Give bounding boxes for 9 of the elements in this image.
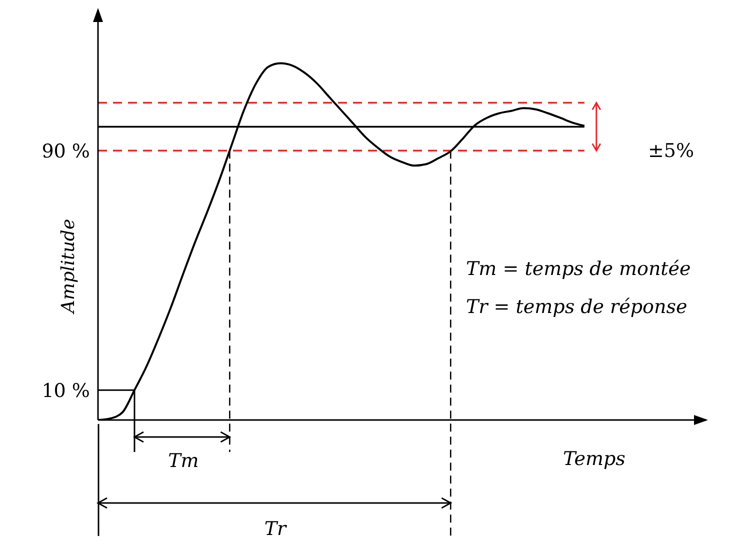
annotation: Tm = temps de montée: [466, 258, 691, 280]
y-tick-label: 10 %: [42, 380, 90, 402]
text: Tr: [264, 518, 286, 540]
y-axis-title: Amplitude: [58, 218, 79, 313]
annotation: ±5%: [648, 140, 694, 162]
y-tick-label: 90 %: [42, 140, 90, 162]
text: Tm: [168, 450, 199, 472]
x-axis-title: Temps: [563, 448, 626, 470]
annotation: Tr = temps de réponse: [466, 296, 688, 318]
